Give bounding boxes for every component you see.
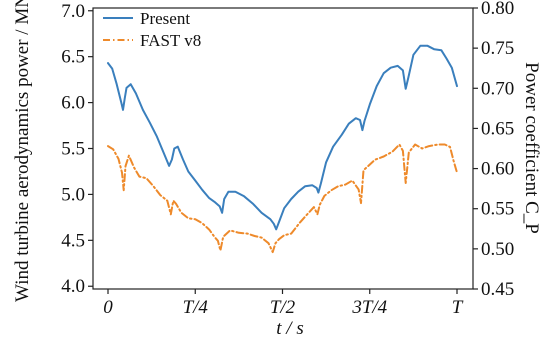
right-tick-label: 0.65 — [481, 118, 514, 139]
right-tick-label: 0.70 — [481, 78, 514, 99]
right-tick-label: 0.80 — [481, 0, 514, 19]
legend-present-label: Present — [140, 9, 190, 28]
x-tick-label: T/2 — [270, 297, 296, 318]
series-line-present — [107, 44, 458, 231]
x-tick-label: 0 — [103, 297, 113, 318]
left-tick-label: 7.0 — [61, 1, 85, 22]
x-tick-label: T/4 — [183, 297, 209, 318]
left-tick-label: 6.0 — [61, 93, 85, 114]
left-tick-label: 5.0 — [61, 184, 85, 205]
left-tick-label: 6.5 — [61, 47, 85, 68]
left-tick-label: 5.5 — [61, 139, 85, 160]
right-tick-label: 0.45 — [481, 279, 514, 300]
right-axis-title-group: Power coefficient C_P — [521, 62, 542, 234]
legend-fast-label: FAST v8 — [140, 31, 201, 50]
x-axis-title: t / s — [276, 318, 303, 339]
left-axis-title-group: Wind turbine aerodynamics power / MN — [12, 0, 33, 302]
series-line-fast-v8 — [107, 143, 458, 254]
right-tick-label: 0.75 — [481, 38, 514, 59]
right-axis-ticks: 0.45 0.50 0.55 0.60 0.65 0.70 0.75 0.80 — [473, 0, 514, 300]
left-axis-ticks: 4.0 4.5 5.0 5.5 6.0 6.5 7.0 — [61, 1, 93, 297]
x-tick-label: T — [452, 297, 464, 318]
right-tick-label: 0.60 — [481, 159, 514, 180]
left-axis-title: Wind turbine aerodynamics power / MN — [12, 0, 33, 302]
x-tick-label: 3T/4 — [351, 297, 387, 318]
right-axis-title: Power coefficient C_P — [521, 62, 542, 234]
series-layer — [107, 44, 458, 254]
legend: Present FAST v8 — [103, 9, 201, 50]
left-tick-label: 4.0 — [61, 276, 85, 297]
right-tick-label: 0.50 — [481, 239, 514, 260]
left-tick-label: 4.5 — [61, 230, 85, 251]
x-axis-ticks: 0 T/4 T/2 3T/4 T — [103, 289, 464, 318]
right-tick-label: 0.55 — [481, 199, 514, 220]
